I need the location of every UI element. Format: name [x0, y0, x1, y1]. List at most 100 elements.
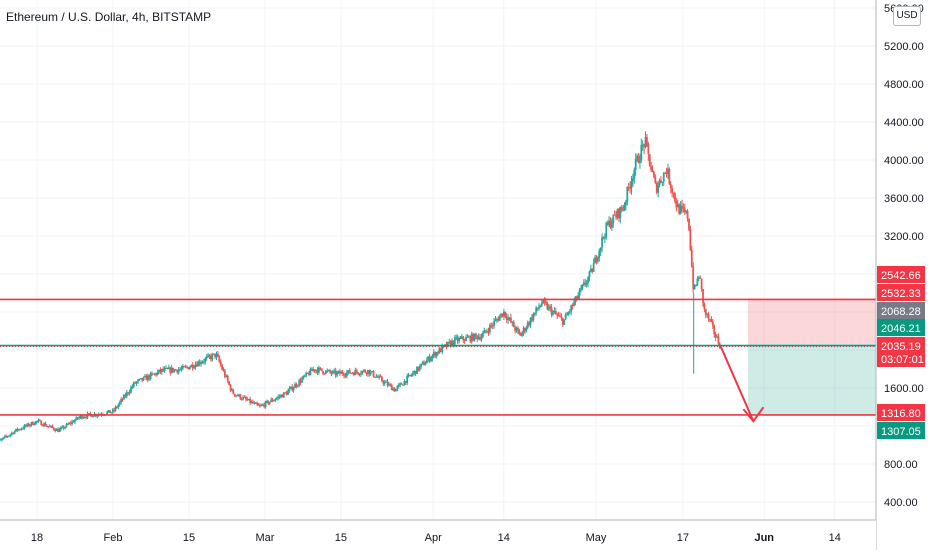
currency-button[interactable]: USD	[893, 6, 921, 26]
candle-body	[289, 389, 291, 391]
candle-body	[274, 399, 276, 400]
price-label: 2046.21	[877, 319, 925, 336]
candle-body	[633, 170, 635, 179]
candle-body	[110, 412, 112, 413]
candle-body	[273, 400, 275, 401]
candle-body	[671, 188, 673, 193]
candle-body	[681, 205, 683, 207]
candle-body	[589, 272, 591, 278]
candle-body	[532, 315, 534, 321]
candle-body	[346, 372, 348, 375]
candle-body	[356, 370, 358, 372]
short-position-target-zone	[748, 344, 876, 416]
candle-body	[40, 421, 42, 425]
time-axis-label: 18	[31, 532, 43, 544]
candle-body	[211, 354, 213, 359]
candle-body	[563, 319, 565, 324]
price-label-text: 2035.19	[881, 341, 921, 353]
candle-body	[2, 437, 4, 438]
candle-body	[688, 219, 690, 230]
candle-body	[646, 137, 648, 143]
candle-body	[373, 371, 375, 377]
price-label-text: 2532.33	[881, 288, 921, 300]
candle-body	[454, 337, 456, 344]
time-axis-label: Apr	[425, 532, 442, 544]
price-label-text: 2068.28	[881, 306, 921, 318]
candle-body	[78, 417, 80, 418]
candle-body	[621, 207, 623, 210]
candle-body	[157, 372, 159, 375]
candle-body	[143, 377, 145, 381]
candle-body	[52, 426, 54, 428]
candle-body	[53, 428, 55, 430]
candle-body	[14, 431, 16, 434]
candle-body	[137, 380, 139, 382]
price-label-text: 2542.66	[881, 270, 921, 282]
candle-body	[587, 278, 589, 283]
candle-body	[577, 295, 579, 299]
candle-body	[119, 402, 121, 405]
candle-body	[410, 375, 412, 376]
candle-body	[555, 311, 557, 314]
candle-body	[489, 325, 491, 332]
candle-body	[395, 389, 397, 391]
candle-body	[579, 290, 581, 296]
candle-body	[654, 177, 656, 183]
candle-body	[600, 247, 602, 250]
candle-body	[640, 145, 642, 161]
short-position-stop-zone	[748, 298, 876, 343]
candle-body	[663, 173, 665, 182]
candle-body	[258, 405, 260, 406]
candle-body	[412, 373, 414, 375]
chart-title: Ethereum / U.S. Dollar, 4h, BITSTAMP	[6, 10, 211, 24]
candle-body	[632, 179, 634, 182]
candle-body	[364, 370, 366, 372]
candle-body	[209, 355, 211, 356]
candle-body	[670, 184, 672, 188]
candle-body	[687, 211, 689, 219]
candle-body	[611, 223, 613, 227]
candle-body	[604, 237, 606, 238]
candle-body	[136, 382, 138, 384]
candles	[0, 131, 721, 447]
candle-body	[652, 170, 654, 172]
candle-body	[336, 372, 338, 375]
price-label-text: 1316.80	[881, 408, 921, 420]
countdown-text: 03:07:01	[881, 354, 924, 366]
candle-body	[661, 182, 663, 183]
candle-body	[218, 357, 220, 362]
candle-body	[708, 314, 710, 319]
candle-body	[650, 166, 652, 170]
candle-body	[460, 338, 462, 339]
candle-body	[256, 403, 258, 405]
candle-body	[245, 397, 247, 399]
candle-body	[614, 215, 616, 216]
candle-body	[10, 434, 12, 435]
price-label-text: 1307.05	[881, 426, 921, 438]
price-axis-label: 4400.00	[884, 117, 924, 129]
candle-body	[321, 368, 323, 371]
candle-body	[224, 371, 226, 377]
candle-body	[92, 416, 94, 417]
candle-body	[534, 313, 536, 315]
candle-body	[329, 370, 331, 372]
candle-body	[181, 368, 183, 369]
time-axis-label: Jun	[754, 532, 774, 544]
candle-body	[696, 279, 698, 286]
candle-body	[45, 423, 47, 426]
candle-body	[217, 354, 219, 357]
price-label: 1316.80	[877, 404, 925, 421]
price-label: 2542.66	[877, 266, 925, 283]
candle-body	[204, 358, 206, 361]
candle-body	[513, 322, 515, 327]
candle-body	[649, 154, 651, 166]
candle-body	[521, 333, 523, 336]
time-axis-label: Feb	[103, 532, 122, 544]
candle-body	[475, 334, 477, 336]
candle-body	[689, 229, 691, 250]
candle-body	[430, 358, 432, 361]
candle-body	[539, 306, 541, 308]
candle-body	[138, 379, 140, 380]
